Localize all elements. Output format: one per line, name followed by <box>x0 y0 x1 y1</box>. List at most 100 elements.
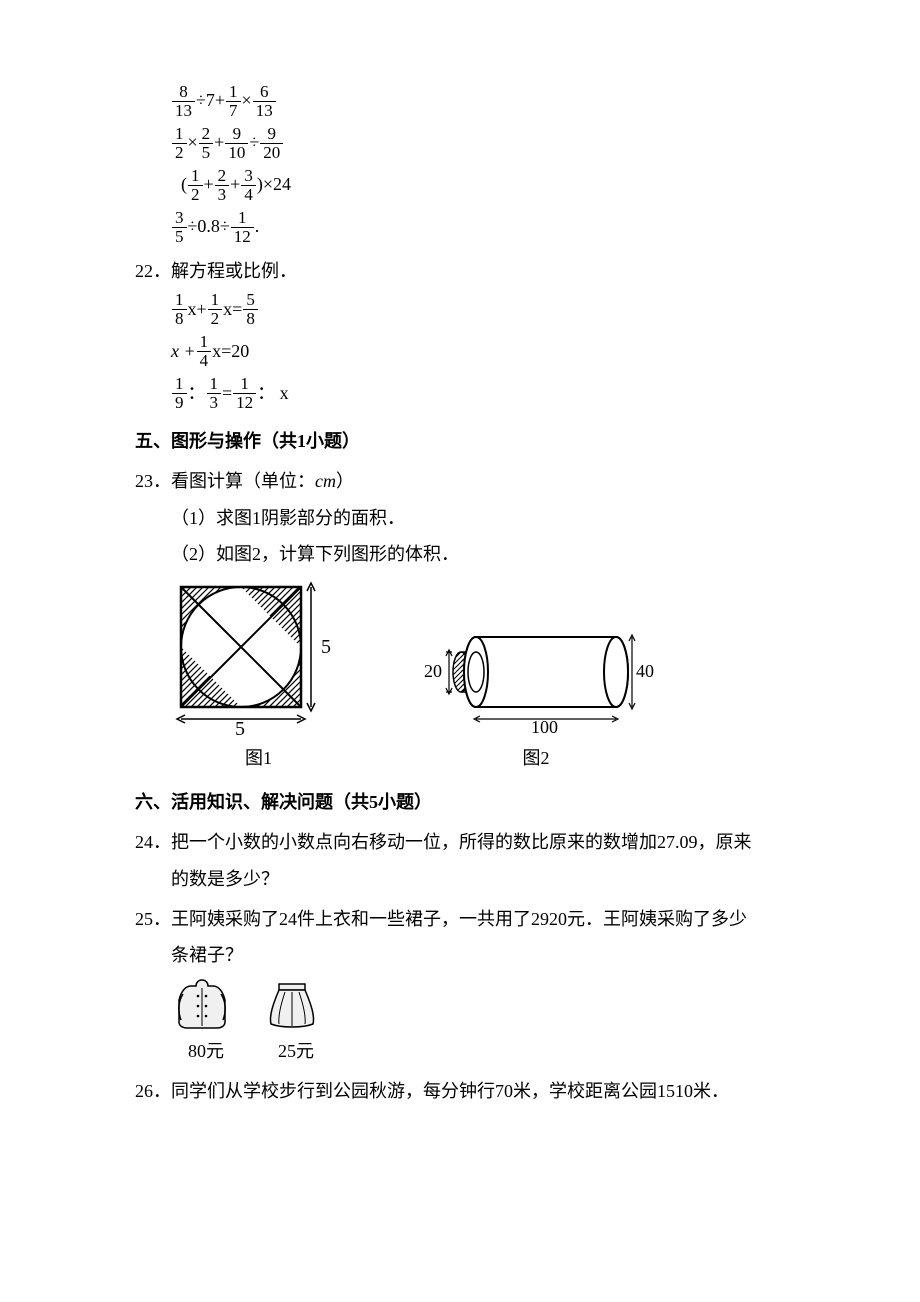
q22e1-den2: 2 <box>208 310 223 328</box>
q22e1-x1: x+ <box>188 288 207 331</box>
q25-images: 80元 25元 <box>171 976 785 1068</box>
skirt-item: 25元 <box>261 976 331 1068</box>
q22e3-eq: = <box>222 372 232 415</box>
e4-den1: 5 <box>172 228 187 246</box>
e2-num2: 2 <box>199 125 214 144</box>
section-5-heading: 五、图形与操作（共1小题） <box>135 424 785 458</box>
figure-2-label: 图2 <box>416 741 656 775</box>
e3-plus1: + <box>204 163 214 206</box>
q22e3-den2: 3 <box>207 394 222 412</box>
e2-num4: 9 <box>260 125 283 144</box>
q22e2-tail: x=20 <box>212 330 249 373</box>
e2-den2: 5 <box>199 144 214 162</box>
q24-line2: 的数是多少？ <box>135 862 785 896</box>
q22e3-c2: ： x <box>257 372 289 415</box>
q23-number: 23． <box>135 464 171 498</box>
q22-equations: 18 x+ 12 x= 58 x + 14 x=20 19 ： 13 = 112… <box>171 288 785 414</box>
q23: 23． 看图计算（单位：cm） <box>135 464 785 498</box>
q23-part2: （2）如图2，计算下列图形的体积． <box>135 537 785 571</box>
expr-2: 12 × 25 + 910 ÷ 920 <box>171 122 785 164</box>
q25-line1: 王阿姨采购了24件上衣和一些裙子，一共用了2920元．王阿姨采购了多少 <box>171 902 785 936</box>
e2-op1: × <box>188 121 198 164</box>
e2-den4: 20 <box>260 144 283 162</box>
q25-line2: 条裙子？ <box>135 938 785 972</box>
q24-number: 24． <box>135 825 171 859</box>
e1-num2: 1 <box>226 83 241 102</box>
q25: 25． 王阿姨采购了24件上衣和一些裙子，一共用了2920元．王阿姨采购了多少 <box>135 902 785 936</box>
q22e3-den1: 9 <box>172 394 187 412</box>
q22e2-pre: x + <box>171 330 196 373</box>
q22e1-x2: x= <box>223 288 242 331</box>
figure-1-svg: 5 5 <box>171 577 346 737</box>
e1-den3: 13 <box>253 102 276 120</box>
section-6-heading: 六、活用知识、解决问题（共5小题） <box>135 785 785 819</box>
e1-op2: × <box>242 79 252 122</box>
expr-3: ( 12 + 23 + 34 ) ×24 <box>181 164 785 206</box>
skirt-price: 25元 <box>261 1034 331 1068</box>
figure-2: 20 40 100 图2 <box>416 627 656 775</box>
e3-num1: 1 <box>188 167 203 186</box>
e4-den2: 12 <box>231 228 254 246</box>
fig1-dim-bottom: 5 <box>235 718 245 737</box>
figure-1: 5 5 图1 <box>171 577 346 775</box>
expr-4: 35 ÷0.8÷ 112 . <box>171 206 785 248</box>
coat-item: 80元 <box>171 976 241 1068</box>
q26-number: 26． <box>135 1074 171 1108</box>
q22e3-den3: 12 <box>233 394 256 412</box>
q25-number: 25． <box>135 902 171 936</box>
e2-den1: 2 <box>172 144 187 162</box>
q23-title-a: 看图计算（单位： <box>171 471 315 491</box>
coat-price: 80元 <box>171 1034 241 1068</box>
q22e3-num1: 1 <box>172 375 187 394</box>
e3-plus2: + <box>230 163 240 206</box>
q22e2-den1: 4 <box>197 352 212 370</box>
q23-figures: 5 5 图1 <box>171 577 785 775</box>
e2-num3: 9 <box>225 125 248 144</box>
q22e3-c1: ： <box>188 372 206 415</box>
e3-num2: 2 <box>215 167 230 186</box>
q26-text: 同学们从学校步行到公园秋游，每分钟行70米，学校距离公园1510米． <box>171 1074 785 1108</box>
e1-op1: ÷7+ <box>196 79 225 122</box>
q22e1-den1: 8 <box>172 310 187 328</box>
q22e1-num3: 5 <box>243 291 258 310</box>
e1-num3: 6 <box>253 83 276 102</box>
e3-tail: ×24 <box>263 163 291 206</box>
q24-line1: 把一个小数的小数点向右移动一位，所得的数比原来的数增加27.09，原来 <box>171 825 785 859</box>
q23-unit: cm <box>315 471 336 491</box>
e2-op2: + <box>214 121 224 164</box>
e1-den1: 13 <box>172 102 195 120</box>
math-expressions: 813 ÷7+ 17 × 613 12 × 25 + 910 ÷ 920 ( 1… <box>171 80 785 248</box>
q22-eq2: x + 14 x=20 <box>171 330 785 372</box>
e4-dot: . <box>255 205 260 248</box>
fig2-dim-40: 40 <box>636 661 654 681</box>
q22e3-num2: 1 <box>207 375 222 394</box>
e4-num1: 3 <box>172 209 187 228</box>
q22-eq1: 18 x+ 12 x= 58 <box>171 288 785 330</box>
fig2-dim-20: 20 <box>424 661 442 681</box>
e4-num2: 1 <box>231 209 254 228</box>
fig1-dim-right: 5 <box>321 636 331 658</box>
e2-num1: 1 <box>172 125 187 144</box>
e3-lp: ( <box>181 163 187 206</box>
e3-den2: 3 <box>215 186 230 204</box>
e2-den3: 10 <box>225 144 248 162</box>
q22: 22． 解方程或比例． <box>135 254 785 288</box>
e1-den2: 7 <box>226 102 241 120</box>
q22e1-den3: 8 <box>243 310 258 328</box>
q23-title-b: ） <box>336 471 354 491</box>
q22-number: 22． <box>135 254 171 288</box>
coat-icon <box>171 976 233 1032</box>
q23-title: 看图计算（单位：cm） <box>171 464 785 498</box>
q22-title: 解方程或比例． <box>171 254 785 288</box>
skirt-icon <box>261 976 323 1032</box>
figure-1-label: 图1 <box>171 741 346 775</box>
q23-part1: （1）求图1阴影部分的面积． <box>135 501 785 535</box>
e3-num3: 3 <box>241 167 256 186</box>
q22-eq3: 19 ： 13 = 112 ： x <box>171 372 785 414</box>
e3-den1: 2 <box>188 186 203 204</box>
q22e2-num1: 1 <box>197 333 212 352</box>
e3-den3: 4 <box>241 186 256 204</box>
e2-op3: ÷ <box>249 121 259 164</box>
expr-1: 813 ÷7+ 17 × 613 <box>171 80 785 122</box>
q24: 24． 把一个小数的小数点向右移动一位，所得的数比原来的数增加27.09，原来 <box>135 825 785 859</box>
